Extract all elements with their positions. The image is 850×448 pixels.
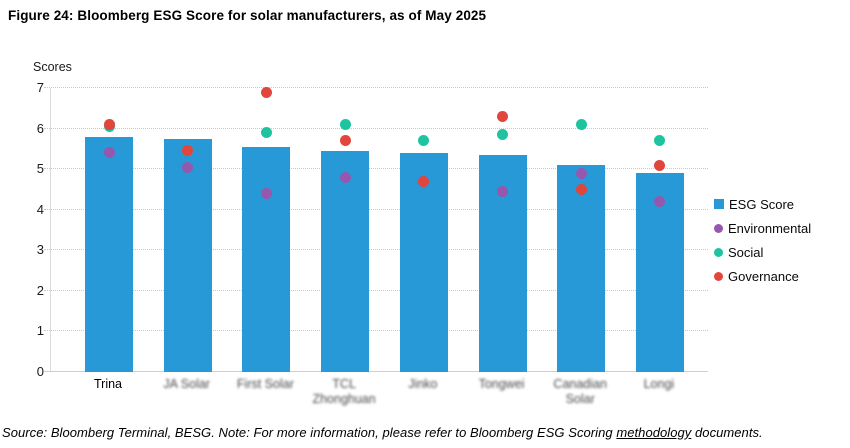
figure-title: Figure 24: Bloomberg ESG Score for solar… <box>8 8 487 23</box>
esg-bar-jinko <box>399 152 448 372</box>
esg-bar-tcl-zhonghuan <box>321 150 370 372</box>
legend-item-environmental: Environmental <box>714 216 811 240</box>
y-tick-label-4: 4 <box>36 201 44 217</box>
esg-bar-first-solar <box>242 146 291 372</box>
governance-dot-longi <box>654 159 666 171</box>
legend-label-esg-score: ESG Score <box>729 196 795 212</box>
source-note-prefix: Source: Bloomberg Terminal, BESG. Note: … <box>2 425 617 440</box>
methodology-link[interactable]: methodology <box>616 425 692 440</box>
environmental-dot-trina <box>103 147 115 159</box>
x-category-label-tongwei: Tongwei <box>478 377 525 391</box>
y-tick-label-6: 6 <box>36 120 44 136</box>
legend-item-esg-score: ESG Score <box>714 192 811 216</box>
legend-marker-environmental-icon <box>714 223 723 233</box>
legend-label-governance: Governance <box>728 268 799 284</box>
legend-marker-esg-score-icon <box>714 199 724 209</box>
environmental-dot-longi <box>654 196 666 208</box>
environmental-dot-tcl-zhonghuan <box>339 171 351 183</box>
esg-bar-trina <box>85 136 133 372</box>
x-category-label-canadian-solar: Canadian Solar <box>553 377 607 406</box>
social-dot-jinko <box>418 135 430 147</box>
gridline-6 <box>44 127 708 129</box>
y-tick-label-1: 1 <box>36 323 44 339</box>
gridline-5 <box>44 168 708 170</box>
social-dot-tongwei <box>497 129 508 141</box>
governance-dot-tcl-zhonghuan <box>339 135 351 147</box>
gridline-0 <box>44 371 708 372</box>
legend-marker-governance-icon <box>714 271 723 281</box>
y-tick-label-7: 7 <box>36 80 44 95</box>
legend-item-governance: Governance <box>714 264 811 288</box>
y-tick-label-2: 2 <box>36 282 44 298</box>
x-category-label-jinko: Jinko <box>408 377 438 391</box>
governance-dot-ja-solar <box>182 145 194 157</box>
y-tick-label-5: 5 <box>36 161 44 177</box>
y-tick-label-3: 3 <box>36 242 44 258</box>
governance-dot-canadian-solar <box>575 183 587 195</box>
social-dot-first-solar <box>260 127 272 139</box>
y-tick-label-0: 0 <box>36 364 44 379</box>
environmental-dot-first-solar <box>260 188 272 199</box>
legend-label-social: Social <box>728 244 764 260</box>
environmental-dot-ja-solar <box>182 161 194 173</box>
environmental-dot-canadian-solar <box>575 167 587 179</box>
esg-bar-ja-solar <box>163 138 212 372</box>
governance-dot-first-solar <box>260 86 272 98</box>
social-dot-tcl-zhonghuan <box>339 119 351 131</box>
governance-dot-trina <box>103 119 115 131</box>
social-dot-canadian-solar <box>575 119 587 131</box>
chart-legend: ESG Score Environmental Social Governance <box>714 192 811 288</box>
gridline-2 <box>44 289 708 291</box>
environmental-dot-tongwei <box>497 185 508 197</box>
x-category-label-longi: Longi <box>643 377 675 391</box>
source-note-suffix: documents. <box>691 425 763 440</box>
gridline-4 <box>44 208 708 210</box>
y-axis-title: Scores <box>33 60 72 74</box>
gridline-7 <box>44 87 708 88</box>
esg-bar-canadian-solar <box>557 165 606 372</box>
legend-item-social: Social <box>714 240 811 264</box>
source-note: Source: Bloomberg Terminal, BESG. Note: … <box>2 425 848 440</box>
x-category-label-trina: Trina <box>93 377 122 391</box>
governance-dot-jinko <box>418 175 430 187</box>
x-category-label-tcl-zhonghuan: TCL Zhonghuan <box>312 377 376 406</box>
plot-area <box>44 86 708 372</box>
gridline-3 <box>44 249 708 251</box>
gridline-1 <box>44 330 708 332</box>
x-category-label-first-solar: First Solar <box>236 377 294 391</box>
legend-label-environmental: Environmental <box>728 220 812 236</box>
governance-dot-tongwei <box>497 110 508 122</box>
legend-marker-social-icon <box>714 247 723 257</box>
x-category-label-ja-solar: JA Solar <box>163 377 210 391</box>
social-dot-longi <box>654 135 666 147</box>
